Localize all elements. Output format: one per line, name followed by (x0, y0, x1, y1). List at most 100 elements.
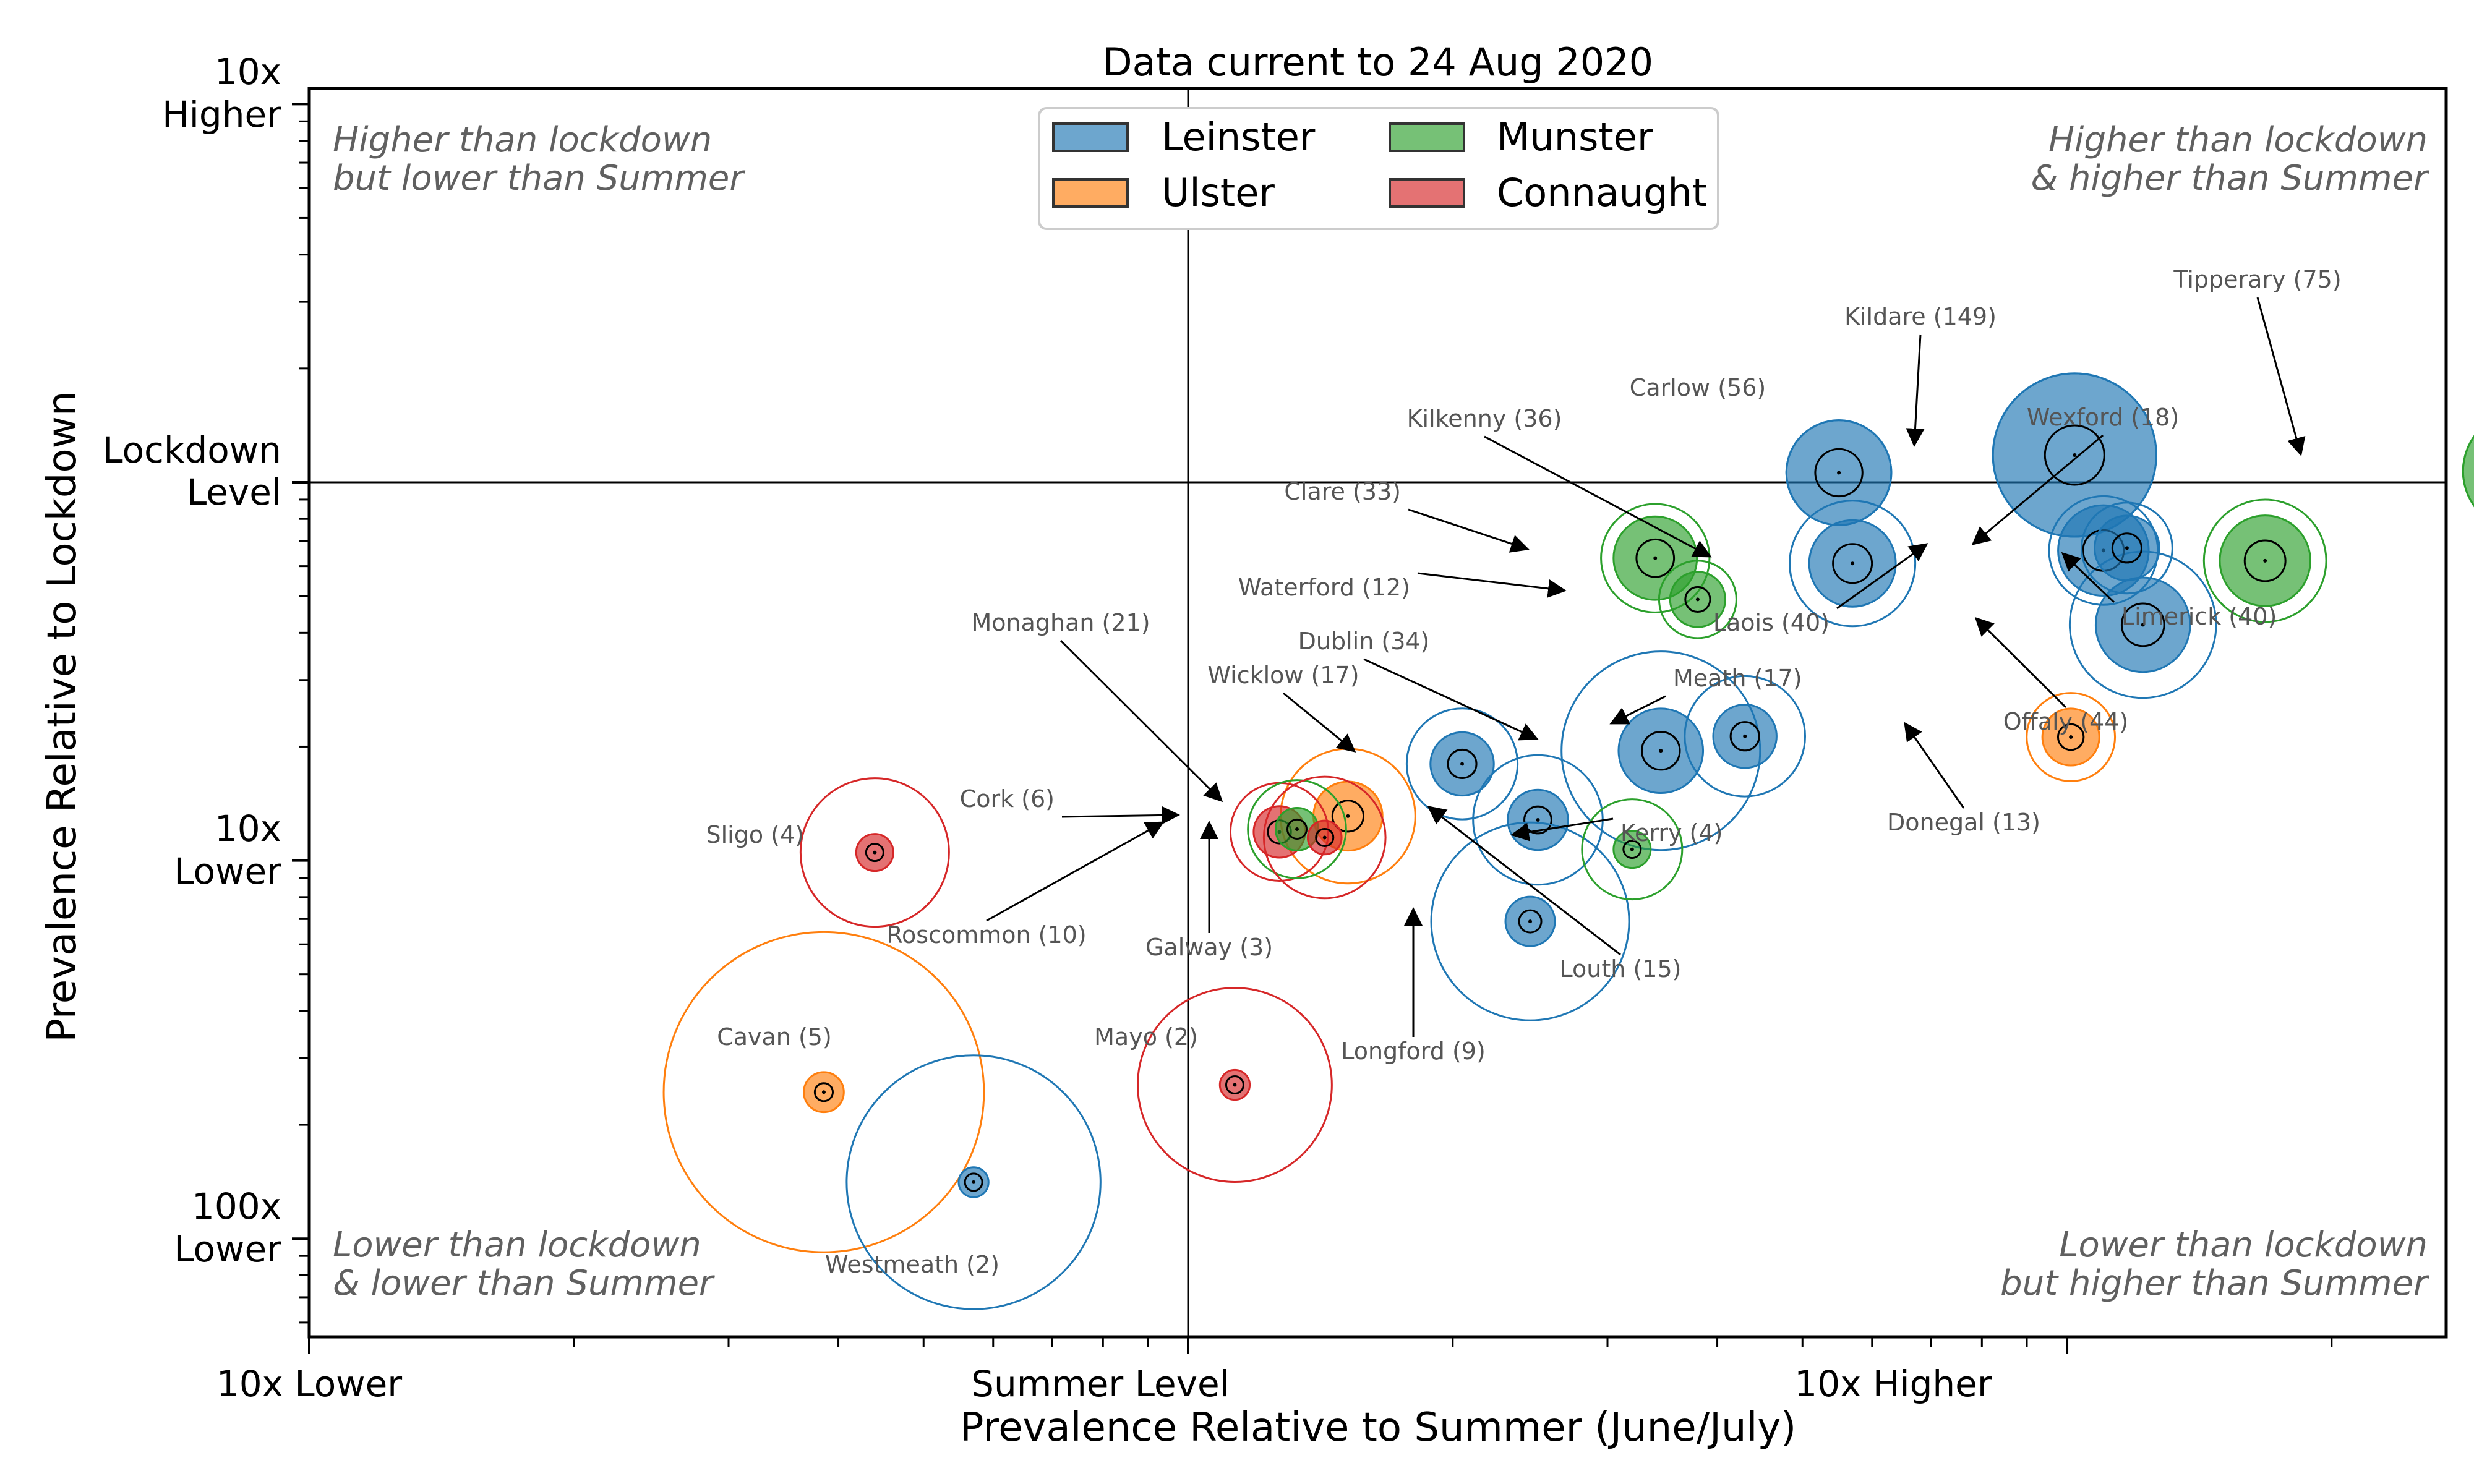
quadrant-note-top-left-line2: but lower than Summer (333, 158, 745, 198)
point-wexford (2081, 501, 2173, 595)
legend-label-ulster: Ulster (1162, 170, 1275, 215)
point-label-westmeath: Westmeath (2) (825, 1251, 999, 1278)
point-center-ring-galway (1315, 827, 1335, 847)
point-bubble-tipperary (2462, 435, 2474, 508)
x-tick-label-summer: Summer Level (971, 1363, 1230, 1405)
point-ring-westmeath (845, 1054, 1102, 1310)
point-center-dot-donegal (2069, 735, 2073, 739)
legend-swatch-leinster (1052, 122, 1129, 152)
point-center-dot-meath (1743, 734, 1747, 738)
point-center-ring-cavan (813, 1082, 834, 1102)
point-limerick (2202, 498, 2327, 623)
quadrant-note-bottom-left-line2: & lower than Summer (333, 1263, 715, 1303)
point-tipperary (2462, 435, 2474, 508)
annotation-arrow-waterford (1417, 572, 1567, 598)
point-label-kilkenny: Kilkenny (36) (1407, 405, 1562, 432)
annotation-arrow-clare (1408, 508, 1530, 553)
point-center-ring-monaghan (1331, 800, 1365, 833)
y-tick-label-10x-lower-top: 10x (215, 808, 281, 850)
y-tick-label-100x-lower-top: 100x (192, 1185, 281, 1227)
y-tick-label-100x-lower-bottom: Lower (174, 1228, 281, 1270)
point-center-dot-carlow (1837, 471, 1841, 475)
legend-swatch-ulster (1052, 178, 1129, 208)
point-label-galway: Galway (3) (1145, 934, 1273, 961)
point-center-dot-dublin (1659, 749, 1663, 753)
y-tick-label-lockdown-top: Lockdown (103, 429, 281, 471)
point-center-ring-carlow (1814, 448, 1864, 498)
point-wicklow (1405, 707, 1519, 821)
legend-swatch-connaught (1389, 178, 1465, 208)
point-center-dot-waterford (1695, 597, 1700, 602)
x-axis-title: Prevalence Relative to Summer (June/July… (960, 1405, 1796, 1451)
point-label-sligo: Sligo (4) (706, 821, 804, 848)
point-label-louth: Louth (15) (1560, 955, 1682, 983)
point-label-clare: Clare (33) (1284, 478, 1401, 505)
point-kilkenny (1789, 500, 1917, 628)
point-label-wicklow: Wicklow (17) (1207, 662, 1359, 689)
y-tick-label-10x-lower-bottom: Lower (174, 850, 281, 892)
point-center-dot-louth (1536, 817, 1540, 822)
point-center-dot-longford (1528, 919, 1533, 924)
legend: Leinster Munster Ulster Connaught (1038, 107, 1719, 230)
point-offaly (2068, 550, 2217, 699)
point-ring-sligo (799, 777, 950, 928)
point-meath (1684, 675, 1807, 798)
point-center-ring-louth (1523, 805, 1552, 835)
quadrant-note-top-right-line1: Higher than lockdown (2048, 120, 2428, 160)
point-waterford (1658, 560, 1737, 639)
annotation-arrow-limerick (2061, 552, 2115, 603)
point-sligo (799, 777, 950, 928)
point-center-dot-mayo (1233, 1083, 1237, 1087)
point-label-donegal: Donegal (13) (1887, 809, 2040, 836)
annotation-arrow-roscommon (986, 821, 1165, 922)
legend-swatch-munster (1389, 122, 1465, 152)
legend-frame (1038, 107, 1719, 230)
annotation-arrow-monaghan (1059, 639, 1223, 803)
point-center-ring-offaly (2120, 602, 2165, 647)
point-ring-clare (1600, 503, 1711, 613)
point-center-ring-dublin (1641, 730, 1681, 771)
point-center-dot-wicklow (1460, 762, 1465, 766)
quadrant-note-top-left-line1: Higher than lockdown (333, 120, 712, 160)
point-label-mayo: Mayo (2) (1094, 1023, 1198, 1051)
point-ring-galway (1262, 775, 1387, 900)
point-label-longford: Longford (9) (1341, 1038, 1486, 1065)
point-label-monaghan: Monaghan (21) (971, 609, 1150, 636)
annotation-arrow-wexford (1971, 434, 2104, 545)
y-axis-title: Prevalence Relative to Lockdown (40, 391, 85, 1042)
point-label-laois: Laois (40) (1713, 609, 1830, 636)
point-center-ring-kildare (2044, 424, 2105, 486)
point-label-kildare: Kildare (149) (1844, 303, 1997, 330)
point-mayo (1137, 987, 1333, 1183)
annotation-arrow-tipperary (2256, 297, 2306, 456)
point-ring-mayo (1137, 987, 1333, 1183)
point-ring-kilkenny (1789, 500, 1917, 628)
point-kildare (1992, 372, 2157, 538)
point-ring-wexford (2081, 501, 2173, 595)
point-label-cavan: Cavan (5) (717, 1023, 832, 1051)
point-center-dot-limerick (2263, 558, 2267, 563)
point-center-dot-westmeath (972, 1180, 976, 1184)
y-tick-label-10x-higher-top: 10x (215, 51, 281, 93)
point-longford (1430, 821, 1630, 1021)
annotation-arrow-wicklow (1283, 692, 1356, 753)
point-center-dot-cavan (821, 1090, 826, 1094)
point-cavan (662, 931, 985, 1253)
point-center-dot-kerry (1630, 847, 1634, 851)
point-label-wexford: Wexford (18) (2027, 404, 2179, 431)
legend-label-leinster: Leinster (1162, 114, 1316, 160)
annotation-arrow-meath (1609, 695, 1666, 725)
point-ring-waterford (1658, 560, 1737, 639)
point-center-ring-meath (1729, 721, 1760, 752)
point-center-ring-wicklow (1447, 748, 1478, 779)
point-center-ring-cork (1286, 818, 1308, 840)
point-carlow (1785, 419, 1893, 526)
point-westmeath (845, 1054, 1102, 1310)
point-label-meath: Meath (17) (1673, 665, 1802, 692)
point-ring-cavan (662, 931, 985, 1253)
point-center-dot-galway (1322, 835, 1327, 840)
x-tick-label-lower: 10x Lower (216, 1363, 402, 1405)
annotation-arrow-kildare (1906, 334, 1925, 447)
point-center-ring-donegal (2057, 723, 2085, 751)
